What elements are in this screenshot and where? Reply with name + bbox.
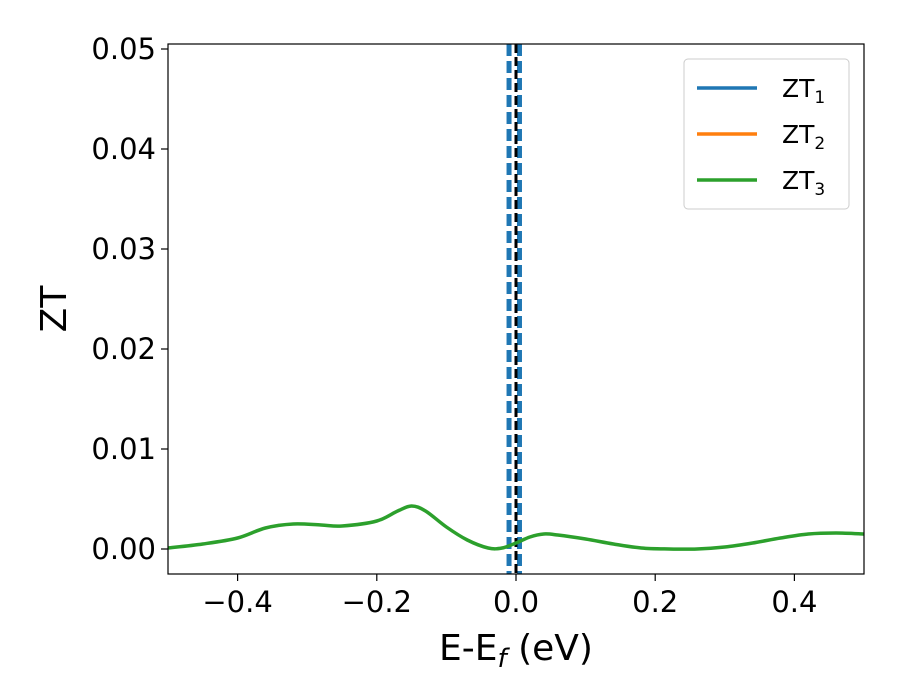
y-tick-label: 0.00 xyxy=(91,532,156,566)
y-tick-label: 0.01 xyxy=(91,432,156,466)
series-zt3-line xyxy=(167,504,865,551)
y-axis-title: ZT xyxy=(34,285,75,333)
x-tick-label: −0.2 xyxy=(342,585,412,619)
legend-label-sub: 2 xyxy=(814,134,825,154)
x-tick-label: 0.2 xyxy=(632,585,678,619)
x-axis-title: E-Ef (eV) xyxy=(439,628,593,674)
legend-label-sub: 1 xyxy=(814,88,825,108)
legend-box xyxy=(683,58,850,210)
x-tick-label: 0.0 xyxy=(493,585,539,619)
y-tick-label: 0.05 xyxy=(91,32,156,66)
legend-label-main: ZT xyxy=(782,74,815,103)
x-ticks: −0.4 −0.2 0.0 0.2 0.4 xyxy=(202,574,817,619)
y-tick-label: 0.03 xyxy=(91,232,156,266)
legend-label-zt3: ZT3 xyxy=(782,166,825,200)
x-axis-title-main: E-E xyxy=(439,628,497,669)
legend-label-main: ZT xyxy=(782,120,815,149)
x-tick-label: −0.4 xyxy=(202,585,272,619)
y-tick-label: 0.02 xyxy=(91,332,156,366)
x-tick-label: 0.4 xyxy=(771,585,817,619)
legend-label-sub: 3 xyxy=(814,180,825,200)
legend-label-main: ZT xyxy=(782,166,815,195)
marks-layer xyxy=(167,44,865,574)
y-tick-label: 0.04 xyxy=(91,132,156,166)
legend-label-zt1: ZT1 xyxy=(782,74,825,108)
x-axis-title-unit: (eV) xyxy=(507,628,593,669)
y-ticks: 0.00 0.01 0.02 0.03 0.04 0.05 xyxy=(91,32,168,566)
legend-label-zt2: ZT2 xyxy=(782,120,825,154)
